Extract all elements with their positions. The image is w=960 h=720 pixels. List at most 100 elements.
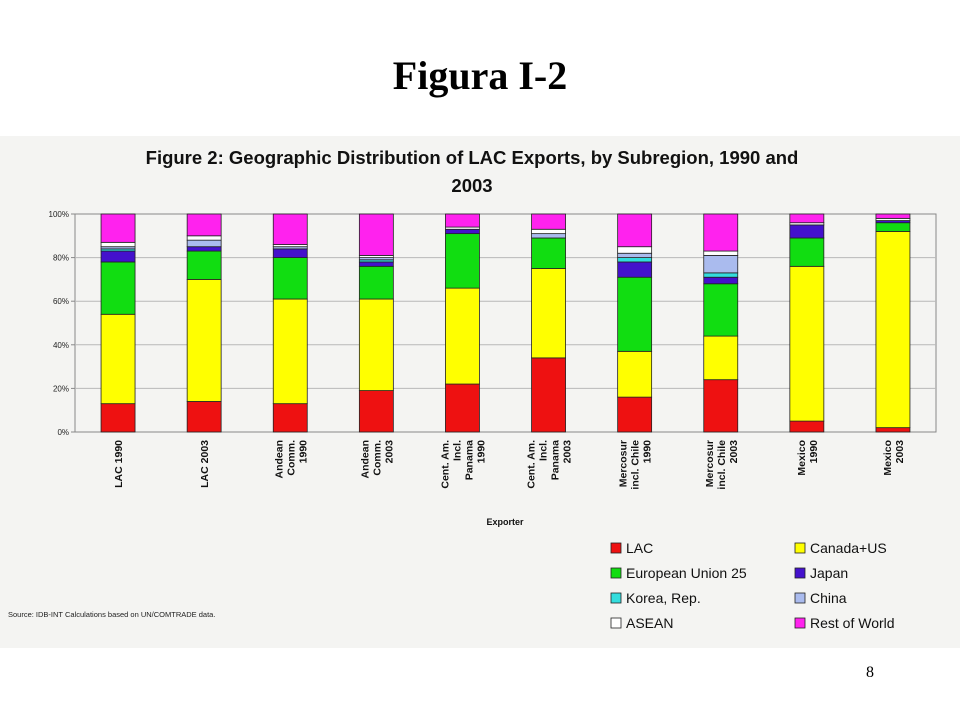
x-tick-label-line: Cent. Am. <box>439 440 451 489</box>
legend-swatch <box>610 567 622 579</box>
x-tick-label: Cent. Am.Incl.Panama1990 <box>439 440 487 489</box>
x-tick-label-line: Cent. Am. <box>526 440 538 489</box>
bar-segment <box>531 237 566 269</box>
legend-label: Canada+US <box>810 540 887 556</box>
x-tick-label-line: 2003 <box>728 440 740 464</box>
bar-segment <box>445 213 480 228</box>
bar-segment <box>358 390 394 433</box>
bar-segment <box>789 420 825 433</box>
bar-segment <box>703 379 739 433</box>
stacked-bar-chart: Figure 2: Geographic Distribution of LAC… <box>8 147 937 631</box>
bar-segment <box>875 213 911 219</box>
slide-title: Figura I-2 <box>392 53 568 98</box>
bar-segment <box>100 313 136 405</box>
bar-segment <box>272 248 308 258</box>
x-tick-label-line: 1990 <box>297 440 309 464</box>
legend-label: Rest of World <box>810 615 895 631</box>
x-tick-label-line: Mercosur <box>618 440 630 487</box>
bar-segment <box>703 255 739 274</box>
x-tick-label-line: incl. Chile <box>716 440 728 490</box>
legend: LAC Canada+US European Union 25 Japan Korea,… <box>610 540 895 631</box>
x-tick-label-line: 1990 <box>475 440 487 464</box>
bar-segment <box>186 235 222 241</box>
bar-segment <box>617 350 653 398</box>
bar-segment <box>703 213 739 252</box>
bar-segment <box>186 278 222 402</box>
legend-swatch <box>610 592 622 604</box>
y-tick-label: 100% <box>49 210 69 219</box>
bar-segment <box>100 250 136 263</box>
x-tick-label-line: 1990 <box>808 440 820 464</box>
bar-segment <box>531 233 566 239</box>
bar-segment <box>186 250 222 280</box>
bar-segment <box>358 261 394 267</box>
x-tick-label: Mercosurincl. Chile2003 <box>704 440 740 490</box>
y-tick-label: 60% <box>53 297 69 306</box>
x-tick-label-line: Panama <box>550 440 562 480</box>
bar-segment <box>875 222 911 232</box>
x-tick-label-line: Panama <box>463 440 475 480</box>
legend-label: Korea, Rep. <box>626 590 701 606</box>
legend-label: ASEAN <box>626 615 673 631</box>
bar-segment <box>789 237 825 267</box>
x-tick-label-line: incl. Chile <box>630 440 642 490</box>
bar-segment <box>617 257 653 263</box>
bar-segment <box>703 272 739 278</box>
bar-segment <box>789 213 825 224</box>
x-tick-label-line: Andean <box>359 440 371 479</box>
bar-segment <box>186 401 222 433</box>
x-tick-label-line: 1990 <box>642 440 654 464</box>
bar-segment <box>617 246 653 254</box>
x-tick-label-line: Comm. <box>371 440 383 476</box>
page-number: 8 <box>866 664 874 681</box>
x-axis-title: Exporter <box>486 517 524 527</box>
x-tick-label-line: Andean <box>273 440 285 479</box>
bar-segment <box>789 224 825 239</box>
bar-segment <box>703 335 739 381</box>
legend-swatch <box>794 617 806 629</box>
x-tick-label: Mercosurincl. Chile1990 <box>618 440 654 490</box>
y-axis-ticks: 0% 20% 40% 60% 80% 100% <box>49 210 75 437</box>
x-tick-label-line: 2003 <box>383 440 395 464</box>
x-tick-label-line: LAC 1990 <box>113 440 125 488</box>
legend-swatch <box>610 617 622 629</box>
bar-segment <box>531 357 566 433</box>
chart-title: Figure 2: Geographic Distribution of LAC… <box>146 147 799 196</box>
bar-segment <box>272 213 308 245</box>
y-tick-label: 80% <box>53 254 69 263</box>
bar-segment <box>358 265 394 300</box>
bars <box>100 213 911 433</box>
x-tick-label-line: 2003 <box>894 440 906 464</box>
bar-segment <box>703 276 739 285</box>
bar-segment <box>531 213 566 230</box>
x-tick-label: Mexico2003 <box>882 440 906 476</box>
legend-swatch <box>794 567 806 579</box>
x-tick-label-line: 2003 <box>562 440 574 464</box>
bar-segment <box>100 213 136 243</box>
bar-segment <box>358 298 394 391</box>
x-tick-label-line: Incl. <box>451 440 463 461</box>
legend-swatch <box>794 542 806 554</box>
legend-label: Japan <box>810 565 848 581</box>
legend-label: LAC <box>626 540 653 556</box>
legend-swatch <box>794 592 806 604</box>
bar-segment <box>875 427 911 433</box>
x-tick-label-line: LAC 2003 <box>199 440 211 488</box>
bar-segment <box>531 268 566 359</box>
bar-segment <box>531 228 566 235</box>
x-tick-label-line: Comm. <box>285 440 297 476</box>
x-tick-label-line: Mexico <box>796 440 808 476</box>
y-tick-label: 40% <box>53 341 69 350</box>
x-axis-tick-labels: LAC 1990 LAC 2003 AndeanComm.1990 AndeanCom… <box>113 440 906 490</box>
bar-segment <box>617 276 653 352</box>
x-tick-label: LAC 1990 <box>113 440 125 488</box>
bar-segment <box>445 228 480 235</box>
bar-segment <box>703 283 739 337</box>
bar-segment <box>617 396 653 433</box>
legend-swatch <box>610 542 622 554</box>
bar-segment <box>445 233 480 289</box>
x-tick-label-line: Incl. <box>538 440 550 461</box>
legend-label: European Union 25 <box>626 565 747 581</box>
bar-segment <box>100 241 136 248</box>
bar-segment <box>272 403 308 433</box>
